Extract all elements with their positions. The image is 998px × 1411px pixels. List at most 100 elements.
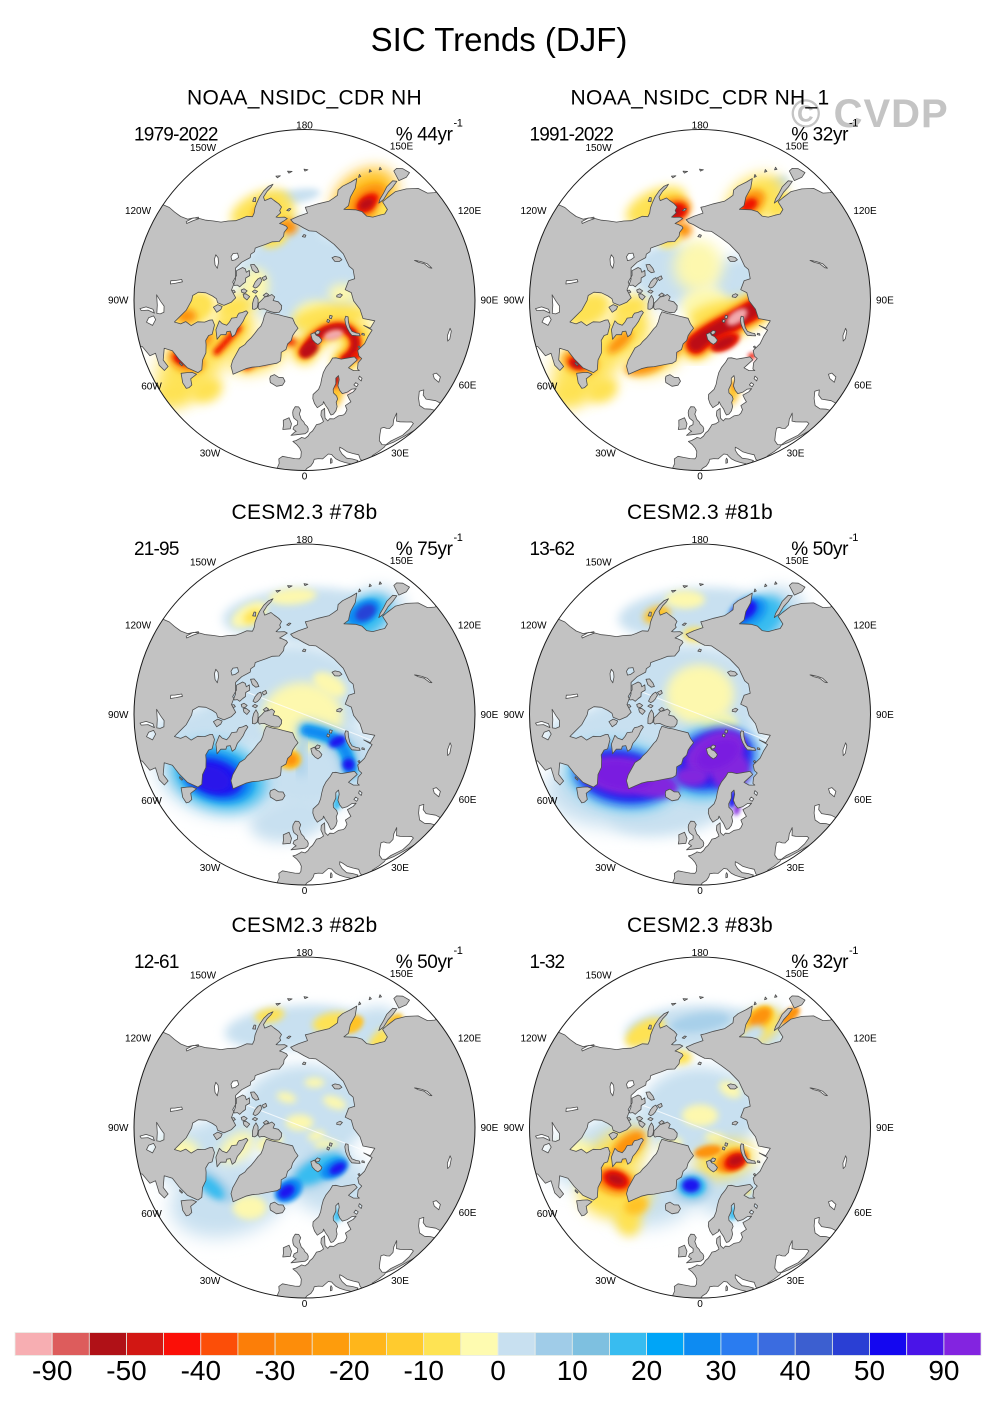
svg-text:60E: 60E <box>459 381 477 392</box>
svg-text:150E: 150E <box>390 969 414 980</box>
svg-text:30W: 30W <box>595 863 616 874</box>
svg-text:60W: 60W <box>537 796 558 807</box>
svg-text:150W: 150W <box>190 143 217 154</box>
svg-text:150E: 150E <box>390 142 414 153</box>
svg-text:90E: 90E <box>481 710 499 721</box>
svg-text:SIC Trends (DJF): SIC Trends (DJF) <box>371 21 628 58</box>
svg-text:30: 30 <box>705 1355 736 1386</box>
svg-text:90E: 90E <box>481 1123 499 1134</box>
svg-text:120W: 120W <box>520 1034 547 1045</box>
svg-text:90W: 90W <box>503 296 524 307</box>
svg-text:-10: -10 <box>403 1355 443 1386</box>
svg-text:30W: 30W <box>200 1276 221 1287</box>
svg-text:60W: 60W <box>141 382 162 393</box>
svg-text:60E: 60E <box>459 795 477 806</box>
svg-text:120E: 120E <box>853 621 877 632</box>
svg-text:10: 10 <box>557 1355 588 1386</box>
svg-text:20: 20 <box>631 1355 662 1386</box>
svg-text:30E: 30E <box>391 1276 409 1287</box>
svg-text:% 44yr: % 44yr <box>396 125 454 146</box>
svg-text:0: 0 <box>490 1355 506 1386</box>
svg-text:NOAA_NSIDC_CDR NH_1: NOAA_NSIDC_CDR NH_1 <box>571 87 830 110</box>
svg-text:120E: 120E <box>458 1034 482 1045</box>
svg-text:% 32yr: % 32yr <box>791 952 849 973</box>
svg-text:120E: 120E <box>458 206 482 217</box>
svg-text:-90: -90 <box>32 1355 72 1386</box>
svg-text:90E: 90E <box>876 710 894 721</box>
svg-text:150W: 150W <box>190 971 217 982</box>
svg-text:30E: 30E <box>787 863 805 874</box>
svg-text:30E: 30E <box>787 1276 805 1287</box>
svg-text:90E: 90E <box>876 296 894 307</box>
svg-text:120W: 120W <box>125 206 152 217</box>
svg-text:0: 0 <box>697 1299 703 1310</box>
svg-text:150E: 150E <box>785 969 809 980</box>
svg-text:90W: 90W <box>503 710 524 721</box>
svg-text:1979-2022: 1979-2022 <box>134 125 218 146</box>
svg-text:90W: 90W <box>108 710 129 721</box>
svg-text:120W: 120W <box>125 621 152 632</box>
svg-text:1991-2022: 1991-2022 <box>530 125 614 146</box>
svg-text:0: 0 <box>302 886 308 897</box>
svg-text:180: 180 <box>296 948 313 959</box>
svg-text:150W: 150W <box>585 143 612 154</box>
svg-text:CESM2.3 #78b: CESM2.3 #78b <box>231 501 377 524</box>
svg-text:-1: -1 <box>454 945 463 957</box>
svg-text:120E: 120E <box>458 621 482 632</box>
svg-text:-1: -1 <box>454 118 463 130</box>
svg-text:% 50yr: % 50yr <box>791 539 849 560</box>
svg-text:150W: 150W <box>585 558 612 569</box>
svg-text:0: 0 <box>697 886 703 897</box>
svg-text:0: 0 <box>302 472 308 483</box>
svg-text:180: 180 <box>296 535 313 546</box>
svg-text:% 75yr: % 75yr <box>396 539 454 560</box>
svg-text:120W: 120W <box>520 621 547 632</box>
svg-text:150E: 150E <box>390 556 414 567</box>
svg-text:180: 180 <box>692 948 709 959</box>
svg-text:NOAA_NSIDC_CDR NH: NOAA_NSIDC_CDR NH <box>187 87 422 110</box>
svg-text:30E: 30E <box>391 863 409 874</box>
svg-text:30E: 30E <box>391 449 409 460</box>
svg-text:30W: 30W <box>595 449 616 460</box>
svg-text:-50: -50 <box>106 1355 146 1386</box>
svg-text:90: 90 <box>928 1355 959 1386</box>
svg-text:60E: 60E <box>854 1208 872 1219</box>
svg-text:21-95: 21-95 <box>134 539 179 560</box>
svg-text:% 50yr: % 50yr <box>396 952 454 973</box>
svg-text:60W: 60W <box>141 796 162 807</box>
svg-text:150E: 150E <box>785 142 809 153</box>
svg-text:CESM2.3 #81b: CESM2.3 #81b <box>627 501 773 524</box>
svg-text:150E: 150E <box>785 556 809 567</box>
svg-text:-20: -20 <box>329 1355 369 1386</box>
svg-text:60E: 60E <box>459 1208 477 1219</box>
svg-text:90W: 90W <box>108 296 129 307</box>
svg-text:120E: 120E <box>853 206 877 217</box>
svg-text:-30: -30 <box>255 1355 295 1386</box>
svg-text:0: 0 <box>697 472 703 483</box>
svg-text:© CVDP: © CVDP <box>791 92 949 136</box>
svg-text:180: 180 <box>692 535 709 546</box>
svg-text:120W: 120W <box>520 206 547 217</box>
svg-text:13-62: 13-62 <box>530 539 575 560</box>
svg-text:60W: 60W <box>141 1209 162 1220</box>
svg-text:60W: 60W <box>537 1209 558 1220</box>
svg-text:40: 40 <box>780 1355 811 1386</box>
svg-text:30E: 30E <box>787 449 805 460</box>
svg-text:-40: -40 <box>181 1355 221 1386</box>
svg-text:12-61: 12-61 <box>134 952 179 973</box>
svg-text:90E: 90E <box>481 296 499 307</box>
svg-text:CESM2.3 #82b: CESM2.3 #82b <box>231 914 377 937</box>
svg-text:180: 180 <box>692 121 709 132</box>
svg-text:90W: 90W <box>108 1123 129 1134</box>
svg-text:60E: 60E <box>854 795 872 806</box>
svg-text:30W: 30W <box>595 1276 616 1287</box>
svg-text:120W: 120W <box>125 1034 152 1045</box>
svg-text:90W: 90W <box>503 1123 524 1134</box>
svg-text:60E: 60E <box>854 381 872 392</box>
svg-text:50: 50 <box>854 1355 885 1386</box>
svg-text:CESM2.3 #83b: CESM2.3 #83b <box>627 914 773 937</box>
svg-text:-1: -1 <box>454 532 463 544</box>
svg-text:30W: 30W <box>200 863 221 874</box>
svg-text:0: 0 <box>302 1299 308 1310</box>
svg-text:150W: 150W <box>190 558 217 569</box>
